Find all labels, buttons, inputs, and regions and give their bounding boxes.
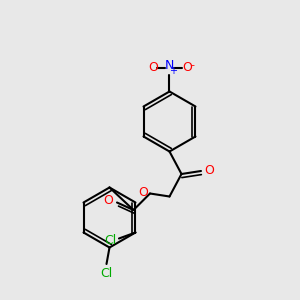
Text: O: O xyxy=(148,61,158,74)
Text: Cl: Cl xyxy=(100,267,112,280)
Text: O: O xyxy=(103,194,113,208)
Text: N: N xyxy=(165,59,174,72)
Text: +: + xyxy=(169,65,177,76)
Text: Cl: Cl xyxy=(104,233,117,247)
Text: O: O xyxy=(182,61,192,74)
Text: O: O xyxy=(205,164,214,178)
Text: -: - xyxy=(190,60,194,70)
Text: O: O xyxy=(139,185,148,199)
